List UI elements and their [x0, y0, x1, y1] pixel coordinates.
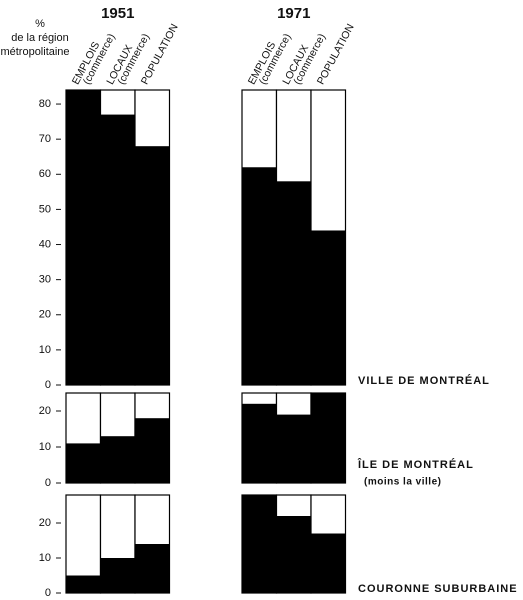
region-note: (moins la ville): [364, 477, 441, 488]
group-title: 1971: [277, 5, 310, 22]
y-tick-label: 40: [39, 238, 51, 250]
bar: [242, 167, 277, 385]
y-label: %: [35, 18, 45, 30]
y-tick-label: 0: [45, 477, 51, 489]
category-label: POPULATION: [139, 22, 181, 87]
y-tick-label: 10: [39, 344, 51, 356]
y-label: de la région: [11, 32, 69, 44]
bar: [242, 495, 277, 593]
bar: [311, 533, 346, 593]
bar: [100, 436, 135, 483]
y-tick-label: 0: [45, 379, 51, 391]
bar: [135, 544, 170, 593]
y-tick-label: 20: [39, 309, 51, 321]
bar: [66, 90, 101, 385]
y-tick-label: 60: [39, 168, 51, 180]
y-tick-label: 0: [45, 587, 51, 599]
bar: [66, 575, 101, 593]
category-label: POPULATION: [315, 22, 357, 87]
y-tick-label: 10: [39, 552, 51, 564]
bar: [100, 558, 135, 593]
region-label: COURONNE SUBURBAINE: [358, 583, 518, 595]
y-tick-label: 20: [39, 517, 51, 529]
y-label: métropolitaine: [0, 46, 69, 58]
bar: [100, 114, 135, 385]
bar: [276, 516, 311, 593]
region-label: ÎLE DE MONTRÉAL: [357, 458, 474, 471]
bar: [276, 181, 311, 385]
bar: [311, 230, 346, 385]
bar: [135, 146, 170, 385]
group-title: 1951: [101, 5, 134, 22]
y-tick-label: 10: [39, 441, 51, 453]
y-tick-label: 70: [39, 133, 51, 145]
bar: [135, 418, 170, 483]
y-tick-label: 80: [39, 98, 51, 110]
bar: [311, 393, 346, 483]
bar: [242, 403, 277, 483]
bar: [66, 443, 101, 483]
y-tick-label: 30: [39, 274, 51, 286]
y-tick-label: 50: [39, 203, 51, 215]
y-tick-label: 20: [39, 405, 51, 417]
bar: [276, 414, 311, 483]
region-label: VILLE DE MONTRÉAL: [358, 374, 490, 387]
